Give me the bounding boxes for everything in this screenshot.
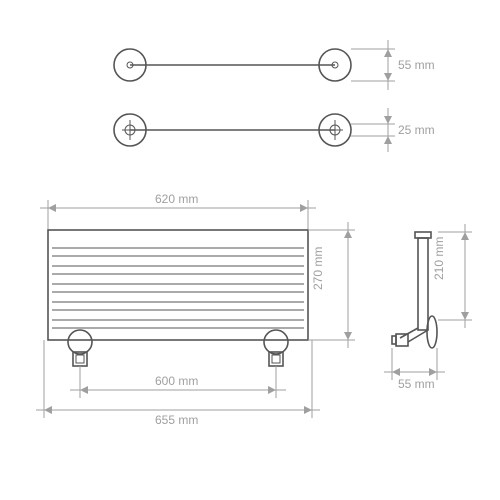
view-front: 620 mm 270 m — [36, 192, 355, 427]
dim-side-210: 210 mm — [432, 237, 446, 280]
dim-front-600: 600 mm — [155, 374, 198, 388]
dim-front-270: 270 mm — [311, 247, 325, 290]
dim-top1-label: 55 mm — [398, 58, 435, 72]
view-top-bar-1: 55 mm — [114, 40, 435, 90]
dimension-drawing: 55 mm 25 mm 620 mm — [0, 0, 500, 500]
dim-front-620: 620 mm — [155, 192, 198, 206]
dim-top2-label: 25 mm — [398, 123, 435, 137]
view-top-bar-2: 25 mm — [114, 108, 435, 152]
dim-front-655: 655 mm — [155, 413, 198, 427]
dim-side-55: 55 mm — [398, 377, 435, 391]
view-side: 210 mm 55 mm — [384, 224, 472, 391]
